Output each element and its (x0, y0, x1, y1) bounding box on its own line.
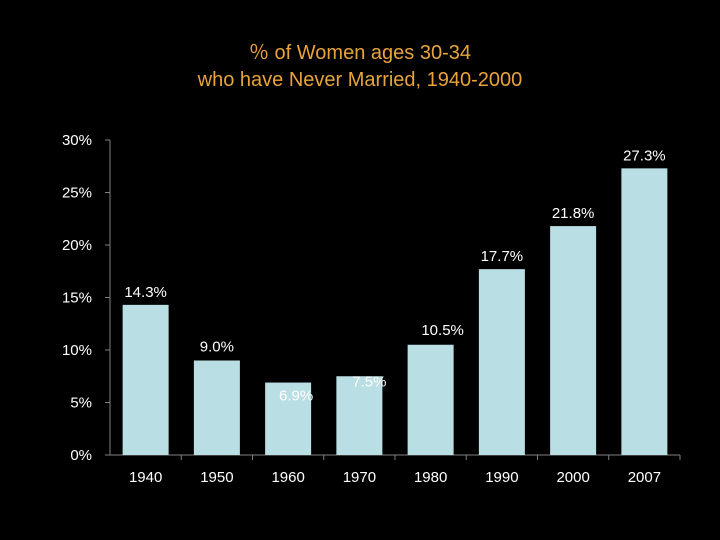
data-label: 6.9% (279, 388, 313, 405)
x-tick-label: 1950 (200, 469, 233, 486)
bar (122, 304, 169, 455)
bar (478, 269, 525, 455)
y-tick-label: 15% (62, 290, 92, 307)
bar (621, 168, 668, 455)
x-tick-label: 1940 (129, 469, 162, 486)
data-label: 9.0% (200, 339, 234, 356)
y-tick-label: 30% (62, 132, 92, 149)
data-label: 17.7% (481, 248, 524, 265)
bar (265, 382, 312, 455)
data-label: 14.3% (124, 284, 167, 301)
y-tick-label: 25% (62, 185, 92, 202)
x-tick-label: 1960 (271, 469, 304, 486)
y-tick-label: 10% (62, 342, 92, 359)
bar (336, 376, 383, 455)
x-tick-label: 1990 (485, 469, 518, 486)
y-tick-label: 20% (62, 237, 92, 254)
x-tick-label: 1980 (414, 469, 447, 486)
bar (550, 226, 597, 455)
x-tick-label: 1970 (343, 469, 376, 486)
x-tick-label: 2007 (628, 469, 661, 486)
data-label: 21.8% (552, 205, 595, 222)
chart-subtitle: who have Never Married, 1940-2000 (197, 69, 523, 91)
data-label: 10.5% (421, 322, 464, 339)
data-label: 7.5% (352, 373, 386, 390)
y-tick-label: 5% (70, 395, 92, 412)
bar (193, 360, 240, 455)
chart-title: ％ of Women ages 30-34 (249, 42, 471, 64)
data-label: 27.3% (623, 147, 666, 164)
chart-title-block: ％ of Women ages 30-34 who have Never Mar… (0, 40, 720, 94)
x-tick-label: 2000 (556, 469, 589, 486)
y-tick-label: 0% (70, 447, 92, 464)
bar (407, 344, 454, 455)
